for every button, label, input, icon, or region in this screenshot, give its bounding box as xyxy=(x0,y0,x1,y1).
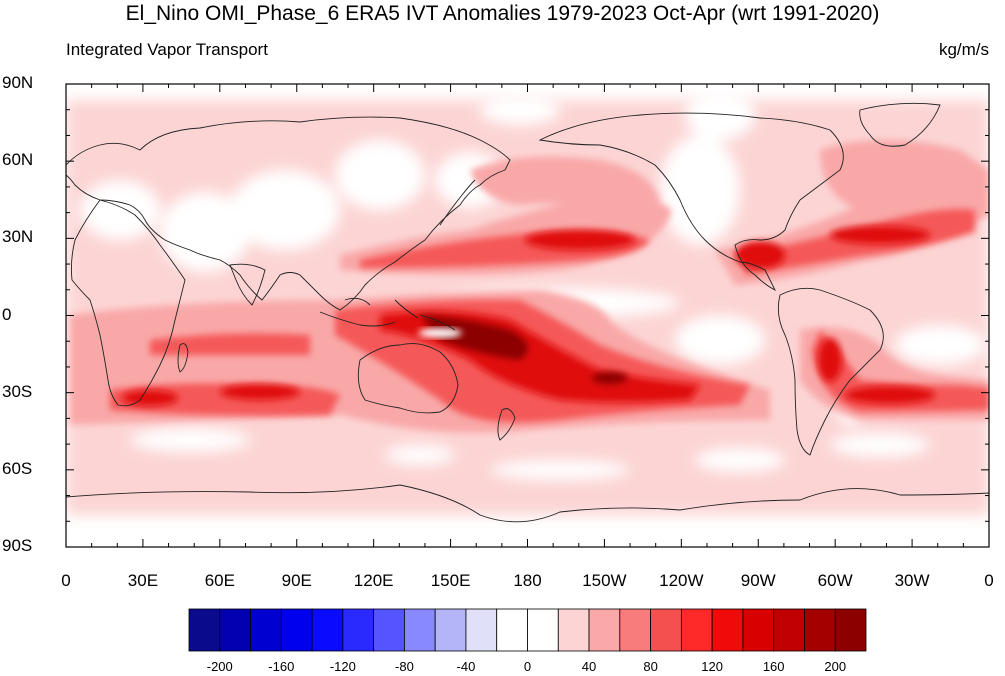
coast-indonesia xyxy=(319,297,456,331)
colorbar-tick-label: -120 xyxy=(329,659,356,674)
colorbar-swatch xyxy=(711,608,744,652)
figure-title: El_Nino OMI_Phase_6 ERA5 IVT Anomalies 1… xyxy=(125,2,880,25)
colorbar-swatch xyxy=(804,608,836,652)
coast-south-america xyxy=(777,287,884,456)
colorbar-tick-label: 120 xyxy=(701,659,723,674)
colorbar-swatch xyxy=(527,608,559,652)
colorbar-swatch xyxy=(280,608,313,652)
lat-tick-label: 60S xyxy=(2,458,33,478)
lon-tick-label: 30W xyxy=(894,571,930,590)
colorbar-swatch xyxy=(557,608,590,652)
lat-tick-label: 90N xyxy=(2,73,34,92)
colorbar-swatch xyxy=(465,608,498,652)
colorbar-swatch xyxy=(434,608,467,652)
colorbar-swatch xyxy=(742,608,775,652)
colorbar-swatch xyxy=(342,608,375,652)
colorbar-swatch xyxy=(311,608,344,652)
coast-greenland xyxy=(859,102,941,147)
lon-tick-label: 180 xyxy=(513,571,542,590)
anomaly-level-200 xyxy=(420,315,628,384)
colorbar-tick-label: -80 xyxy=(395,659,414,674)
coast-antarctica xyxy=(66,484,989,523)
colorbar-swatch xyxy=(588,608,621,652)
lon-tick-label: 60E xyxy=(204,571,235,590)
colorbar-tick-label: -160 xyxy=(268,659,295,674)
colorbar-swatch xyxy=(773,608,805,652)
colorbar-tick-label: -200 xyxy=(206,659,233,674)
colorbar-swatch xyxy=(496,608,528,652)
colorbar-tick-label: 0 xyxy=(523,659,532,674)
colorbar-swatch xyxy=(219,608,251,652)
lon-tick-label: 0 xyxy=(61,571,71,590)
lat-tick-label: 30N xyxy=(2,227,34,247)
coast-africa xyxy=(70,199,186,407)
colorbar-tick-label: 80 xyxy=(643,659,658,674)
lon-tick-label: 0 xyxy=(984,571,994,590)
coast-india xyxy=(229,263,266,306)
coast-japan xyxy=(439,179,476,226)
coast-new-zealand xyxy=(497,408,516,441)
colorbar-swatch xyxy=(619,608,651,652)
colorbar-swatch xyxy=(188,608,221,652)
coastlines xyxy=(66,102,989,523)
lat-tick-label: 30S xyxy=(2,381,33,401)
lon-tick-label: 90E xyxy=(281,571,312,590)
lon-tick-label: 150W xyxy=(582,571,627,590)
coast-north-america xyxy=(538,112,844,292)
colorbar-swatch xyxy=(373,608,405,652)
colorbar-swatch xyxy=(404,608,436,652)
lon-tick-label: 120E xyxy=(353,571,394,590)
colorbar-tick-label: 40 xyxy=(581,659,597,674)
lon-tick-label: 90W xyxy=(740,571,776,590)
axis-ticks xyxy=(65,83,990,548)
lon-tick-label: 150E xyxy=(430,571,471,590)
units-label: kg/m/s xyxy=(938,40,989,59)
colorbar-swatch xyxy=(680,608,713,652)
lat-tick-label: 0 xyxy=(2,304,12,324)
anomaly-white-streak xyxy=(418,328,462,338)
lat-tick-label: 90S xyxy=(2,536,33,555)
colorbar-swatch xyxy=(834,608,867,652)
coast-madagascar xyxy=(177,343,189,373)
colorbar-swatch xyxy=(250,608,282,652)
colorbar-tick-label: 160 xyxy=(762,659,785,674)
coast-australia xyxy=(357,343,459,414)
lat-tick-label: 60N xyxy=(2,150,34,170)
variable-label: Integrated Vapor Transport xyxy=(66,40,268,59)
map-field xyxy=(66,84,989,547)
colorbar-tick-label: -40 xyxy=(456,659,476,674)
lon-tick-label: 60W xyxy=(817,571,853,590)
colorbar-tick-label: 200 xyxy=(824,659,847,674)
colorbar xyxy=(188,608,867,652)
colorbar-swatch xyxy=(650,608,682,652)
lon-tick-label: 30E xyxy=(127,571,159,590)
lon-tick-label: 120W xyxy=(659,571,704,590)
